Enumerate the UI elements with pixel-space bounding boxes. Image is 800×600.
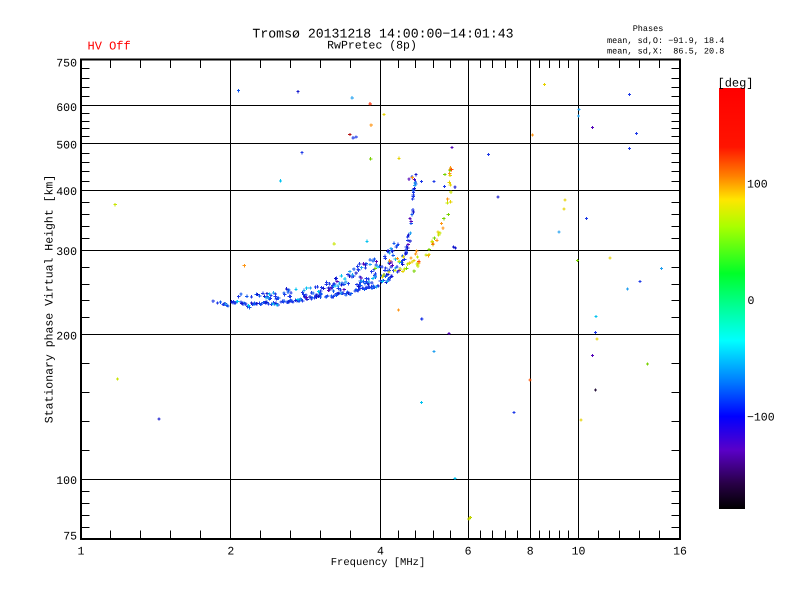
svg-text:1: 1 — [78, 546, 85, 559]
svg-text:75: 75 — [63, 531, 77, 544]
svg-text:750: 750 — [56, 57, 77, 70]
svg-text:mean, sd,O: −91.9, 18.4: mean, sd,O: −91.9, 18.4 — [607, 36, 724, 46]
svg-text:8: 8 — [527, 546, 534, 559]
svg-text:0: 0 — [748, 295, 755, 308]
svg-text:4: 4 — [377, 546, 384, 559]
svg-text:6: 6 — [465, 546, 472, 559]
svg-text:100: 100 — [747, 179, 768, 192]
svg-text:300: 300 — [56, 246, 77, 259]
svg-text:600: 600 — [56, 102, 77, 115]
svg-text:10: 10 — [572, 546, 586, 559]
svg-text:HV Off: HV Off — [88, 40, 131, 54]
svg-text:−100: −100 — [747, 412, 775, 425]
svg-text:Phases: Phases — [633, 24, 664, 34]
svg-text:100: 100 — [56, 475, 77, 488]
svg-text:Tromsø 20131218 14:00:00−14:01: Tromsø 20131218 14:00:00−14:01:43 — [252, 27, 513, 42]
svg-text:mean, sd,X: 86.5, 20.8: mean, sd,X: 86.5, 20.8 — [607, 47, 724, 57]
svg-text:500: 500 — [56, 139, 77, 152]
svg-text:RwPretec (8p): RwPretec (8p) — [327, 40, 417, 53]
svg-text:[deg]: [deg] — [718, 77, 754, 91]
svg-text:200: 200 — [56, 330, 77, 343]
svg-text:16: 16 — [673, 546, 687, 559]
svg-text:400: 400 — [56, 186, 77, 199]
svg-text:Stationary phase Virtual Heigh: Stationary phase Virtual Height [km] — [44, 175, 57, 423]
svg-text:Frequency [MHz]: Frequency [MHz] — [331, 557, 426, 569]
svg-text:2: 2 — [227, 546, 234, 559]
